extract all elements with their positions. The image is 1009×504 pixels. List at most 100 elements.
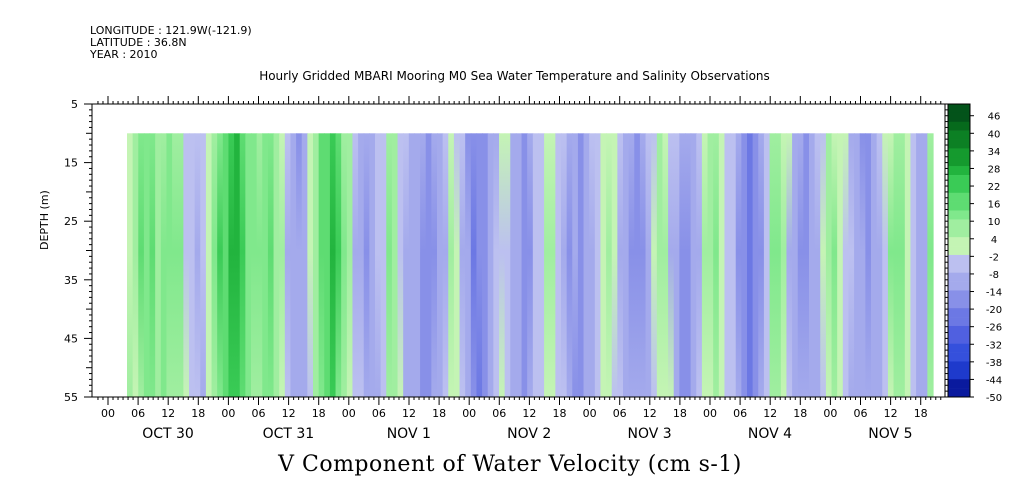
heatmap-cell [149,133,156,398]
heatmap-cell [718,133,726,398]
heatmap-cell [329,133,337,398]
heatmap-cell [763,133,771,398]
x-tick-label: 00 [462,407,476,420]
heatmap-cell [296,133,303,398]
heatmap-cell [177,133,184,398]
x-tick-label: 18 [914,407,928,420]
heatmap-cell [476,133,483,398]
colorbar-bin [948,210,970,220]
heatmap-cell [160,133,168,398]
x-date-label: OCT 31 [263,426,315,442]
heatmap-cell [921,133,928,398]
heatmap-cell [369,133,376,398]
heatmap-cell [504,133,511,398]
x-tick-label: 06 [131,407,145,420]
heatmap-cell [825,133,833,398]
x-tick-label: 00 [823,407,837,420]
longitude-label: LONGITUDE : 121.9W(-121.9) [90,24,252,37]
x-date-label: NOV 3 [628,426,672,442]
colorbar-bin [948,157,970,167]
colorbar-label: -20 [986,305,1002,316]
colorbar-bin [948,281,970,291]
heatmap-cell [611,133,618,398]
heatmap-cell [453,133,461,398]
x-tick-label: 12 [402,407,416,420]
heatmap-cell [132,133,139,398]
heatmap-cell [769,133,776,398]
x-tick-label: 18 [553,407,567,420]
heatmap-cell [735,133,742,398]
heatmap-cell [470,133,478,398]
colorbar-label: 28 [988,164,1001,175]
heatmap-cell [859,133,866,398]
heatmap-cell [267,133,275,398]
colorbar-label: -38 [986,358,1002,369]
heatmap-cell [544,133,551,398]
colorbar-bin [948,308,970,318]
heatmap-cell [346,133,354,398]
heatmap-cell [251,133,258,398]
heatmap-cell [882,133,889,398]
heatmap-cell [713,133,720,398]
y-tick-label: 5 [71,98,78,111]
heatmap-cell [662,133,669,398]
x-date-label: NOV 1 [387,426,431,442]
heatmap-cell [217,133,224,398]
colorbar-label: 10 [988,217,1001,228]
heatmap-cell [431,133,438,398]
heatmap-cell [391,133,399,398]
colorbar-label: -50 [986,393,1002,404]
heatmap-cell [786,133,793,398]
heatmap-cell [532,133,540,398]
colorbar-bin [948,388,970,398]
heatmap-cell [138,133,145,398]
heatmap-cell [899,133,906,398]
colorbar-bin [948,352,970,362]
heatmap-cell [645,133,652,398]
x-tick-label: 06 [733,407,747,420]
colorbar-bin [948,334,970,345]
heatmap-cell [510,133,517,398]
colorbar-bin [948,166,970,176]
heatmap-cell [318,133,325,398]
x-tick-label: 12 [763,407,777,420]
heatmap-cell [228,133,235,398]
x-tick-label: 18 [312,407,326,420]
heatmap-cell [814,133,821,398]
x-tick-label: 06 [613,407,627,420]
heatmap-cell [239,133,246,398]
colorbar-bin [948,343,970,353]
colorbar-label: 4 [991,235,997,246]
x-date-label: NOV 4 [748,426,792,442]
heatmap-cell [245,133,252,398]
colorbar-label: -2 [989,252,999,263]
colorbar-label: 46 [988,112,1001,123]
heatmap-cell [358,133,365,398]
heatmap-cell [482,133,489,398]
heatmap-cell [397,133,404,398]
heatmap-cell [555,133,562,398]
heatmap-cell [780,133,788,398]
x-date-label: NOV 5 [868,426,912,442]
colorbar-label: 40 [988,129,1001,140]
y-tick-label: 15 [64,157,78,170]
heatmap-cell [606,133,613,398]
heatmap-cell [256,133,263,398]
heatmap-cell [301,133,308,398]
heatmap-cell [487,133,494,398]
colorbar-bin [948,263,970,273]
colorbar-label: -14 [986,288,1002,299]
x-tick-label: 18 [793,407,807,420]
colorbar-bin [948,246,970,256]
colorbar: 46 40 34 28 22 16 10 4 -2 -8 -14 -20 -26 -32 -38 -44 -50 [947,103,1002,404]
heatmap-cell [685,133,692,398]
heatmap-cell [386,133,393,398]
colorbar-bin [948,379,970,389]
x-tick-label: 12 [522,407,536,420]
heatmap-cell [352,133,359,398]
heatmap-cell [577,133,585,398]
axes: 5 15 25 35 45 55 00 06 12 18 00 06 12 18 00 06 12 18 00 06 1… [64,96,953,442]
chart-title: Hourly Gridded MBARI Mooring M0 Sea Wate… [259,69,770,83]
heatmap-cell [279,133,286,398]
heatmap-cell [628,133,635,398]
